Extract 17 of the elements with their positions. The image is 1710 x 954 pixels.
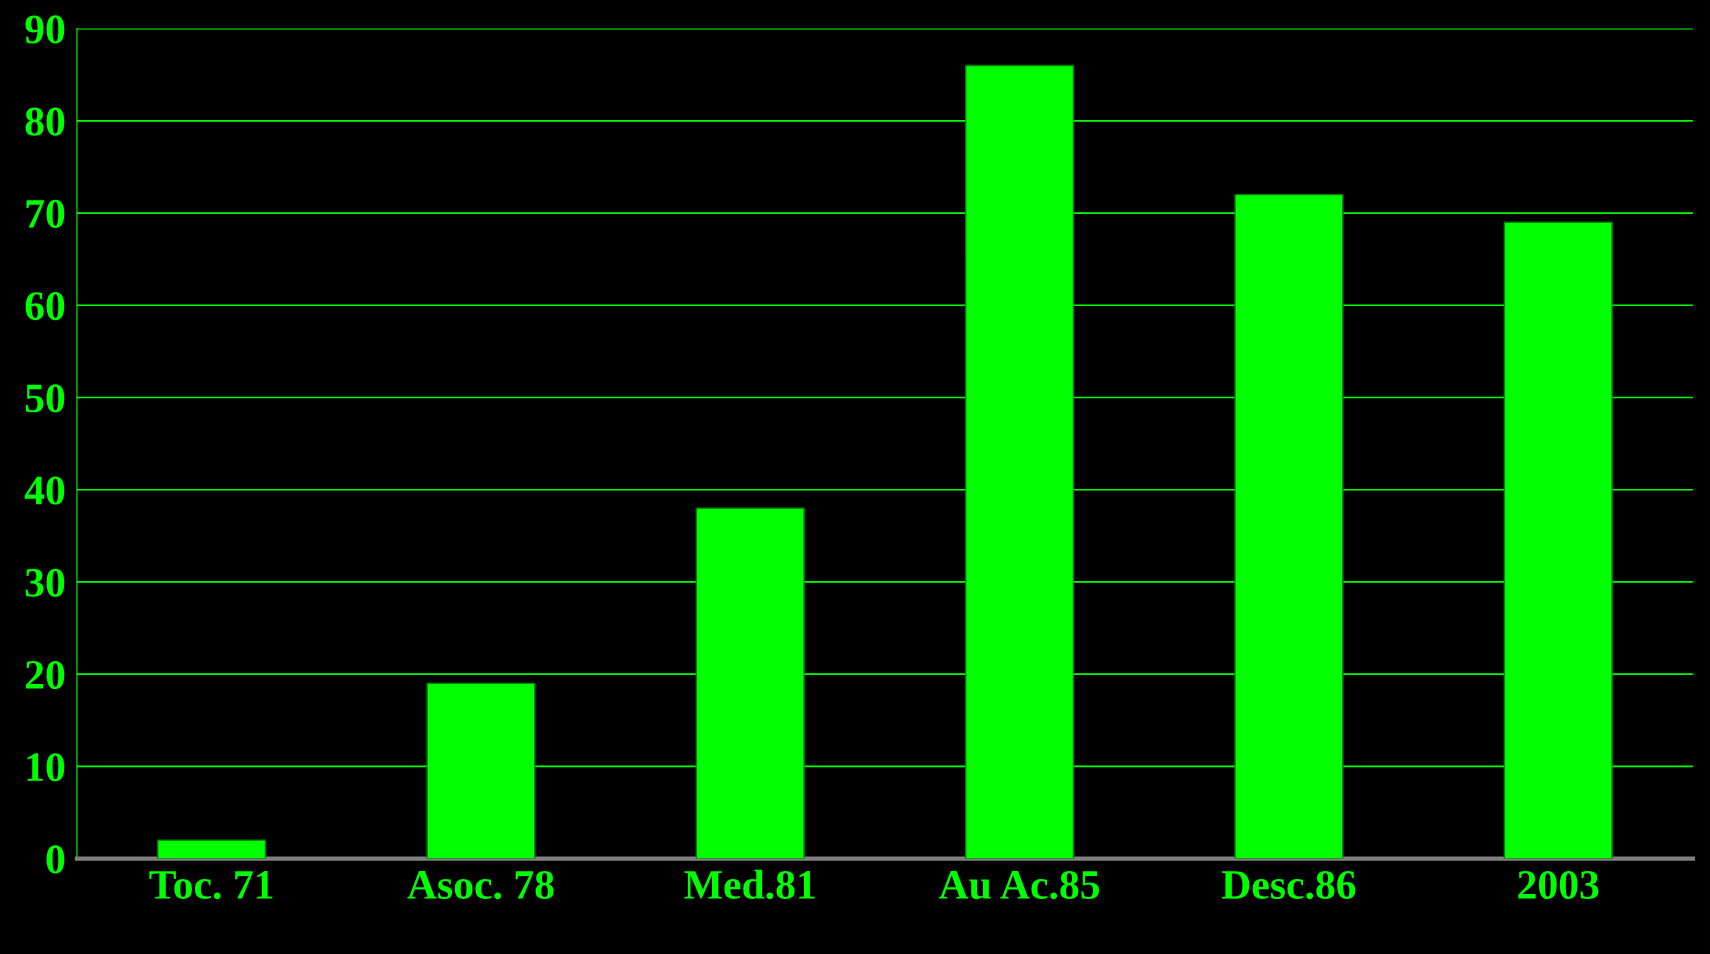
x-tick-label: Med.81 [684, 869, 815, 900]
x-tick-label: Desc.86 [1221, 870, 1356, 900]
x-tick-label: Toc. 71 [149, 871, 273, 900]
y-tick-label: 50 [25, 384, 65, 413]
y-tick-label: 20 [25, 660, 65, 690]
x-tick-label: Au Ac.85 [938, 870, 1100, 900]
y-tick-label: 30 [25, 568, 65, 597]
y-tick-label: 80 [25, 107, 65, 136]
bar [157, 839, 267, 859]
x-tick-label: 2003 [1518, 870, 1599, 900]
y-tick-label: 0 [46, 845, 65, 874]
y-tick-label: 60 [25, 292, 65, 321]
y-tick-label: 40 [24, 476, 65, 505]
y-tick-label: 70 [26, 199, 65, 228]
y-tick-label: 10 [27, 753, 65, 782]
x-tick-label: Asoc. 78 [407, 870, 554, 900]
y-tick-label: 90 [25, 15, 65, 44]
